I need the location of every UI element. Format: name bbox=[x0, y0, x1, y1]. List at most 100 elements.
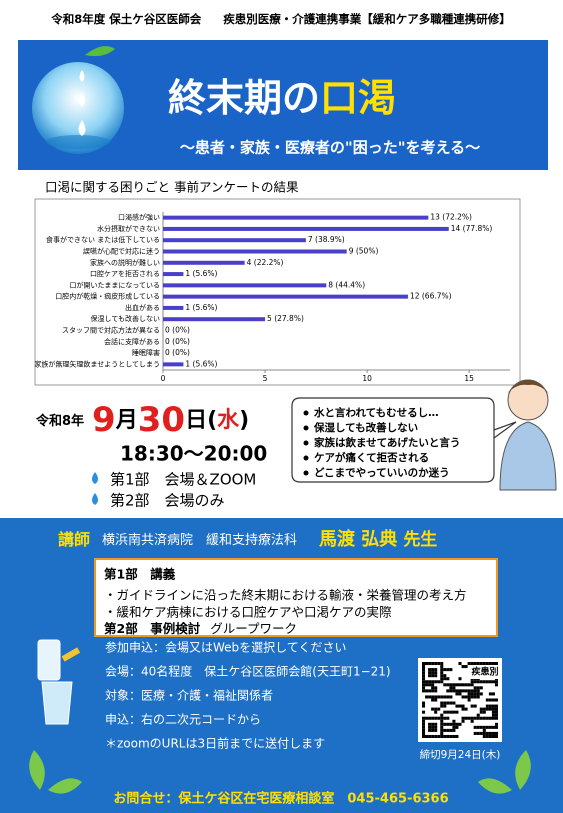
qr-module bbox=[425, 689, 429, 693]
qr-module bbox=[470, 716, 474, 720]
qr-module bbox=[431, 722, 435, 726]
concern-list: 水と言われてもむせるし… 保湿しても改善しない家族は飲ませてあげたいと言うケアが痛… bbox=[303, 406, 460, 479]
qr-module bbox=[431, 734, 435, 738]
qr-module bbox=[431, 695, 435, 699]
qr-module bbox=[428, 728, 432, 732]
qr-module bbox=[440, 671, 444, 675]
qr-module bbox=[461, 704, 465, 708]
bullet bbox=[303, 440, 309, 446]
qr-module bbox=[461, 695, 465, 699]
qr-module bbox=[464, 716, 468, 720]
qr-module bbox=[437, 734, 441, 738]
qr-module bbox=[479, 662, 483, 666]
bar bbox=[163, 215, 429, 220]
water-ripple bbox=[46, 135, 110, 149]
qr-module bbox=[434, 674, 438, 678]
qr-module bbox=[425, 680, 429, 684]
qr-module bbox=[446, 716, 450, 720]
qr-module bbox=[494, 698, 498, 702]
qr-module bbox=[446, 710, 450, 714]
qr-module bbox=[485, 698, 489, 702]
qr-module bbox=[455, 689, 459, 693]
qr-module bbox=[458, 692, 462, 696]
qr-module bbox=[488, 716, 492, 720]
qr-module bbox=[440, 719, 444, 723]
qr-module bbox=[449, 686, 453, 690]
qr-module bbox=[437, 680, 441, 684]
qr-module bbox=[467, 689, 471, 693]
qr-module bbox=[440, 701, 444, 705]
program-box bbox=[94, 558, 498, 637]
qr-module bbox=[464, 695, 468, 699]
qr-module bbox=[458, 683, 462, 687]
concern-item: どこまでやっていいのか迷う bbox=[314, 466, 450, 479]
qr-module bbox=[479, 686, 483, 690]
category-label: 家族への説明が難しい bbox=[90, 258, 160, 267]
qr-module bbox=[455, 725, 459, 729]
x-tick-label: 10 bbox=[362, 374, 372, 383]
qr-module bbox=[485, 725, 489, 729]
qr-module bbox=[431, 662, 435, 666]
x-tick-label: 15 bbox=[464, 374, 474, 383]
bar bbox=[163, 249, 347, 254]
qr-module bbox=[440, 722, 444, 726]
qr-module bbox=[476, 695, 480, 699]
qr-module bbox=[431, 674, 435, 678]
bar bbox=[163, 226, 449, 231]
qr-module bbox=[467, 692, 471, 696]
qr-module bbox=[452, 686, 456, 690]
value-label: 0 (0%) bbox=[165, 337, 190, 346]
qr-module bbox=[449, 701, 453, 705]
qr-module bbox=[449, 710, 453, 714]
qr-module bbox=[491, 662, 495, 666]
program-item: ・ガイドラインに沿った終末期における輸液・栄養管理の考え方 bbox=[104, 588, 467, 603]
qr-module bbox=[428, 674, 432, 678]
qr-module bbox=[440, 713, 444, 717]
qr-module bbox=[455, 683, 459, 687]
qr-module bbox=[422, 716, 426, 720]
qr-label-bg bbox=[470, 665, 500, 679]
qr-module bbox=[440, 662, 444, 666]
qr-module bbox=[479, 716, 483, 720]
program-part1-title: 第1部 講義 bbox=[104, 567, 176, 582]
value-label: 12 (66.7%) bbox=[410, 292, 452, 301]
qr-module bbox=[431, 686, 435, 690]
qr-module bbox=[476, 680, 480, 684]
qr-module bbox=[476, 716, 480, 720]
qr-module bbox=[440, 725, 444, 729]
qr-module bbox=[470, 683, 474, 687]
qr-module bbox=[425, 734, 429, 738]
qr-module bbox=[422, 728, 426, 732]
lecturer-line: 講師 横浜南共済病院 緩和支持療法科 馬渡 弘典 先生 bbox=[58, 528, 437, 550]
qr-module bbox=[434, 725, 438, 729]
qr-module bbox=[434, 689, 438, 693]
category-label: 水分摂取ができない bbox=[97, 224, 160, 233]
qr-module bbox=[482, 728, 486, 732]
category-label: 睡眠障害 bbox=[132, 348, 160, 357]
qr-module bbox=[473, 680, 477, 684]
qr-module bbox=[452, 701, 456, 705]
qr-module bbox=[473, 695, 477, 699]
qr-module bbox=[470, 704, 474, 708]
title-main: 終末期の bbox=[168, 76, 320, 120]
qr-module bbox=[440, 716, 444, 720]
qr-module bbox=[431, 716, 435, 720]
qr-module bbox=[449, 728, 453, 732]
qr-module bbox=[473, 731, 477, 735]
qr-module bbox=[461, 707, 465, 711]
qr-module bbox=[437, 695, 441, 699]
person-hair bbox=[506, 380, 550, 395]
qr-module bbox=[431, 725, 435, 729]
project: 疾患別医療・介護連携事業【緩和ケア多職種連携研修】 bbox=[223, 12, 511, 26]
qr-module bbox=[461, 716, 465, 720]
bar bbox=[163, 260, 245, 265]
qr-label: 疾患別 bbox=[471, 666, 498, 678]
qr-module bbox=[437, 662, 441, 666]
qr-module bbox=[467, 683, 471, 687]
person-body bbox=[499, 421, 557, 491]
qr-module bbox=[473, 686, 477, 690]
qr-module bbox=[446, 668, 450, 672]
qr-module bbox=[470, 695, 474, 699]
qr-module bbox=[443, 716, 447, 720]
